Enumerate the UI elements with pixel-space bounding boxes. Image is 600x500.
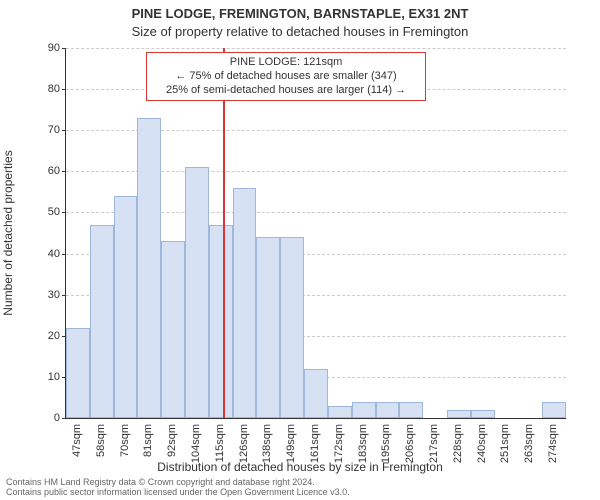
histogram-bar bbox=[399, 402, 423, 418]
footer-attribution: Contains HM Land Registry data © Crown c… bbox=[6, 478, 350, 498]
xtick-label: 81sqm bbox=[142, 424, 154, 457]
chart-title-main: PINE LODGE, FREMINGTON, BARNSTAPLE, EX31… bbox=[0, 6, 600, 21]
annotation-line: 25% of semi-detached houses are larger (… bbox=[153, 84, 419, 98]
ytick-mark bbox=[62, 89, 66, 90]
ytick-mark bbox=[62, 418, 66, 419]
ytick-mark bbox=[62, 171, 66, 172]
ytick-label: 10 bbox=[30, 371, 60, 383]
histogram-bar bbox=[90, 225, 114, 418]
ytick-label: 0 bbox=[30, 412, 60, 424]
histogram-bar bbox=[233, 188, 257, 418]
xtick-label: 47sqm bbox=[71, 424, 83, 457]
ytick-label: 60 bbox=[30, 165, 60, 177]
footer-line2: Contains public sector information licen… bbox=[6, 488, 350, 498]
xtick-label: 70sqm bbox=[119, 424, 131, 457]
xtick-label: 126sqm bbox=[238, 424, 250, 463]
ytick-label: 50 bbox=[30, 206, 60, 218]
ytick-label: 70 bbox=[30, 124, 60, 136]
histogram-bar bbox=[471, 410, 495, 418]
ytick-mark bbox=[62, 130, 66, 131]
xtick-label: 217sqm bbox=[428, 424, 440, 463]
xtick-label: 138sqm bbox=[261, 424, 273, 463]
xtick-label: 206sqm bbox=[404, 424, 416, 463]
histogram-bar bbox=[352, 402, 376, 418]
ytick-label: 80 bbox=[30, 83, 60, 95]
y-axis-label: Number of detached properties bbox=[1, 150, 15, 315]
histogram-bar bbox=[280, 237, 304, 418]
ytick-mark bbox=[62, 48, 66, 49]
ytick-label: 40 bbox=[30, 248, 60, 260]
ytick-mark bbox=[62, 254, 66, 255]
gridline bbox=[66, 48, 566, 49]
histogram-bar bbox=[376, 402, 400, 418]
annotation-line: PINE LODGE: 121sqm bbox=[153, 56, 419, 70]
plot-area: PINE LODGE: 121sqm← 75% of detached hous… bbox=[65, 48, 566, 419]
ytick-mark bbox=[62, 212, 66, 213]
xtick-label: 263sqm bbox=[523, 424, 535, 463]
histogram-bar bbox=[328, 406, 352, 418]
xtick-label: 149sqm bbox=[285, 424, 297, 463]
xtick-label: 58sqm bbox=[95, 424, 107, 457]
histogram-bar bbox=[66, 328, 90, 418]
xtick-label: 251sqm bbox=[499, 424, 511, 463]
ytick-label: 90 bbox=[30, 42, 60, 54]
xtick-label: 183sqm bbox=[357, 424, 369, 463]
xtick-label: 228sqm bbox=[452, 424, 464, 463]
histogram-bar bbox=[256, 237, 280, 418]
histogram-bar bbox=[447, 410, 471, 418]
histogram-bar bbox=[161, 241, 185, 418]
xtick-label: 274sqm bbox=[547, 424, 559, 463]
histogram-bar bbox=[185, 167, 209, 418]
ytick-label: 20 bbox=[30, 330, 60, 342]
histogram-bar bbox=[209, 225, 233, 418]
xtick-label: 240sqm bbox=[476, 424, 488, 463]
xtick-label: 115sqm bbox=[214, 424, 226, 462]
chart-title-sub: Size of property relative to detached ho… bbox=[0, 24, 600, 39]
histogram-bar bbox=[114, 196, 138, 418]
ytick-label: 30 bbox=[30, 289, 60, 301]
xtick-label: 172sqm bbox=[333, 424, 345, 463]
annotation-box: PINE LODGE: 121sqm← 75% of detached hous… bbox=[146, 52, 426, 101]
xtick-label: 195sqm bbox=[380, 424, 392, 463]
xtick-label: 161sqm bbox=[309, 424, 321, 463]
histogram-bar bbox=[542, 402, 566, 418]
annotation-line: ← 75% of detached houses are smaller (34… bbox=[153, 70, 419, 84]
ytick-mark bbox=[62, 295, 66, 296]
histogram-bar bbox=[137, 118, 161, 418]
xtick-label: 104sqm bbox=[190, 424, 202, 463]
histogram-bar bbox=[304, 369, 328, 418]
property-marker-line bbox=[223, 48, 225, 418]
xtick-label: 92sqm bbox=[166, 424, 178, 457]
chart-container: PINE LODGE, FREMINGTON, BARNSTAPLE, EX31… bbox=[0, 0, 600, 500]
